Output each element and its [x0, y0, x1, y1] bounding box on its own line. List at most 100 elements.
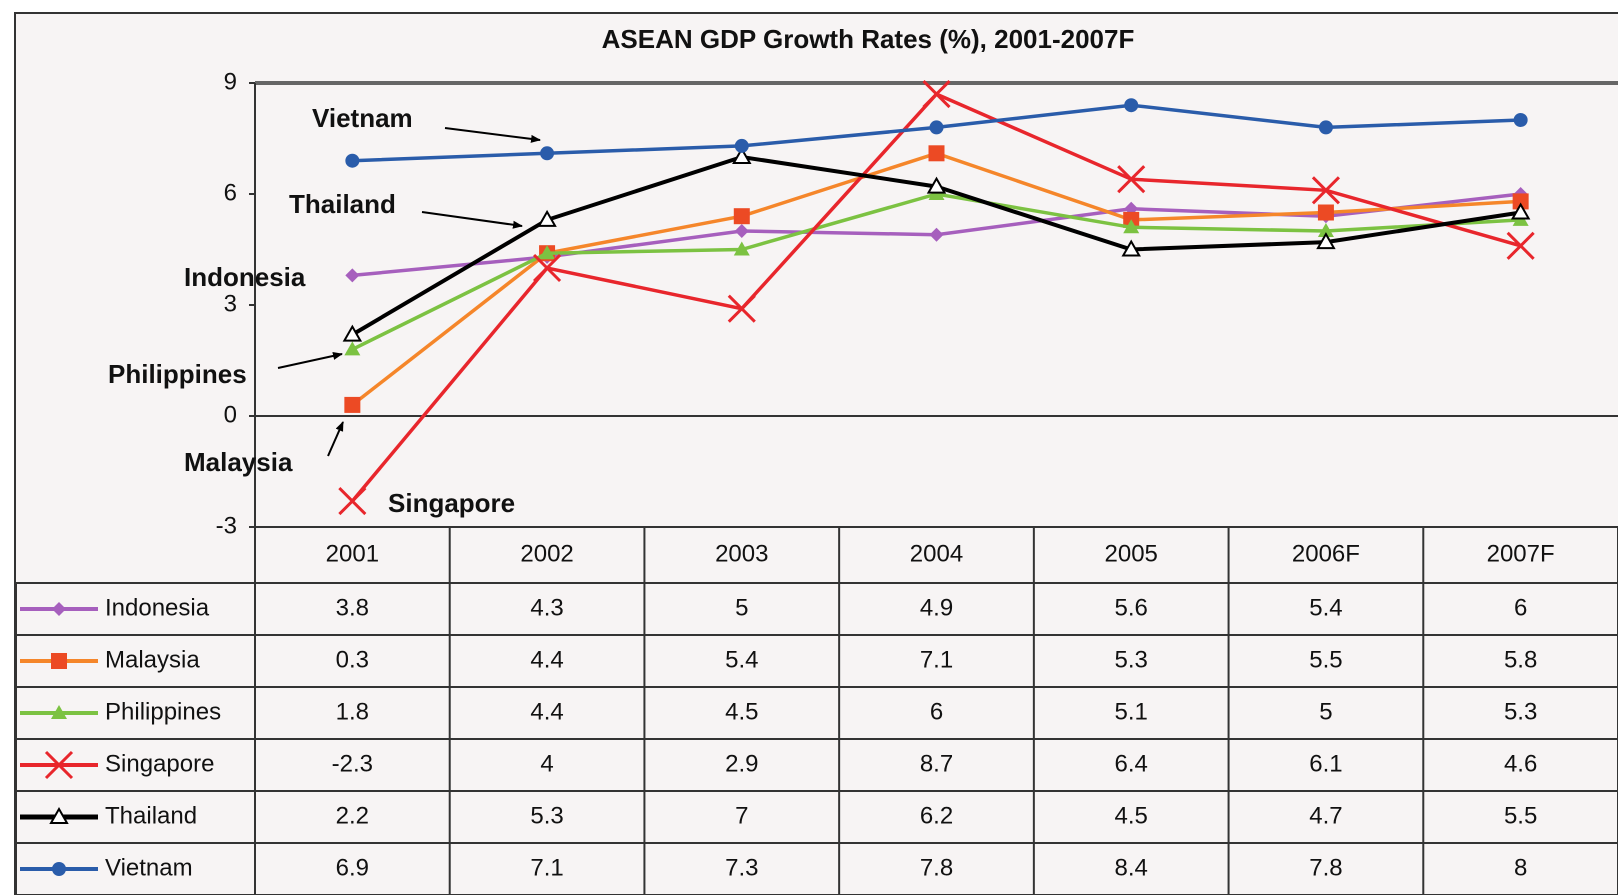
table-cell: 4.5 [1115, 802, 1148, 829]
table-cell: 6.4 [1115, 750, 1148, 777]
legend-label: Philippines [105, 698, 221, 725]
table-cell: 6 [930, 698, 943, 725]
annotation-arrow [421, 211, 523, 229]
table-cell: 5.1 [1115, 698, 1148, 725]
marker [733, 208, 750, 225]
marker [1124, 98, 1139, 113]
table-cell: 4.3 [530, 594, 563, 621]
marker [539, 245, 556, 260]
table-cell: 0.3 [336, 646, 369, 673]
legend-label: Thailand [105, 802, 197, 829]
table-cell: 4 [540, 750, 553, 777]
table-cell: 5.3 [530, 802, 563, 829]
legend-label: Malaysia [105, 646, 200, 673]
marker [1123, 219, 1140, 234]
marker [1510, 202, 1531, 220]
marker [344, 396, 361, 413]
table-cell: 7.8 [1309, 854, 1342, 881]
table-cell: 5.8 [1504, 646, 1537, 673]
table-cell: 5.3 [1115, 646, 1148, 673]
table-cell: 5 [735, 594, 748, 621]
chart-frame [14, 12, 1618, 895]
marker [338, 487, 367, 516]
x-tick-label: 2006F [1292, 540, 1360, 567]
table-cell: -2.3 [332, 750, 373, 777]
chart-title: ASEAN GDP Growth Rates (%), 2001-2007F [602, 24, 1135, 54]
marker [52, 862, 66, 876]
x-tick-label: 2004 [910, 540, 963, 567]
annotation: Indonesia [184, 262, 306, 292]
marker [540, 146, 555, 161]
marker [1317, 204, 1334, 221]
x-tick-label: 2007F [1487, 540, 1555, 567]
marker [1506, 231, 1535, 260]
marker [928, 145, 945, 162]
table-cell: 5.5 [1504, 802, 1537, 829]
marker [727, 294, 756, 323]
marker [537, 209, 557, 227]
table-cell: 5 [1319, 698, 1332, 725]
table-cell: 3.8 [336, 594, 369, 621]
marker [1318, 120, 1333, 135]
table-cell: 2.2 [336, 802, 369, 829]
annotation-arrow [327, 421, 344, 457]
table-cell: 5.4 [1309, 594, 1342, 621]
y-tick-label: 6 [224, 179, 237, 206]
table-cell: 4.7 [1309, 802, 1342, 829]
table-cell: 4.5 [725, 698, 758, 725]
marker [926, 176, 947, 194]
table-cell: 5.6 [1115, 594, 1148, 621]
marker [929, 227, 944, 242]
table-cell: 1.8 [336, 698, 369, 725]
table-cell: 2.9 [725, 750, 758, 777]
legend-label: Vietnam [105, 854, 193, 881]
marker [734, 138, 749, 153]
table-cell: 5.5 [1309, 646, 1342, 673]
y-tick-label: -3 [216, 512, 237, 539]
annotation: Singapore [388, 488, 515, 518]
y-tick-label: 3 [224, 290, 237, 317]
marker [533, 253, 562, 283]
table-cell: 7.8 [920, 854, 953, 881]
marker [49, 806, 69, 824]
legend-label: Indonesia [105, 594, 210, 621]
marker [1513, 113, 1528, 127]
table-cell: 7 [735, 802, 748, 829]
table-cell: 5.4 [725, 646, 758, 673]
marker [1316, 232, 1336, 250]
table-cell: 7.1 [530, 854, 563, 881]
marker [51, 705, 67, 719]
table-cell: 7.3 [725, 854, 758, 881]
marker [1512, 193, 1529, 210]
table-cell: 4.4 [530, 698, 563, 725]
x-tick-label: 2003 [715, 540, 768, 567]
annotation-arrow [444, 127, 541, 143]
marker [44, 750, 74, 780]
marker [345, 268, 360, 283]
marker [52, 602, 66, 616]
table-cell: 5.3 [1504, 698, 1537, 725]
table-cell: 4.9 [920, 594, 953, 621]
table-cell: 6.2 [920, 802, 953, 829]
table-cell: 6.9 [336, 854, 369, 881]
marker [344, 341, 361, 356]
table-cell: 7.1 [920, 646, 953, 673]
x-tick-label: 2001 [326, 540, 379, 567]
marker [732, 146, 752, 164]
table-cell: 8.7 [920, 750, 953, 777]
marker [733, 241, 750, 256]
marker [51, 653, 67, 669]
legend-label: Singapore [105, 750, 214, 777]
marker [922, 80, 951, 109]
table-cell: 8.4 [1115, 854, 1148, 881]
marker [1121, 239, 1141, 257]
series [338, 80, 1535, 516]
annotation: Philippines [108, 359, 247, 389]
table-cell: 6.1 [1309, 750, 1342, 777]
marker [342, 324, 363, 342]
y-tick-label: 0 [224, 401, 237, 428]
marker [345, 153, 360, 168]
marker [1317, 223, 1334, 237]
y-tick-label: 9 [224, 68, 237, 95]
